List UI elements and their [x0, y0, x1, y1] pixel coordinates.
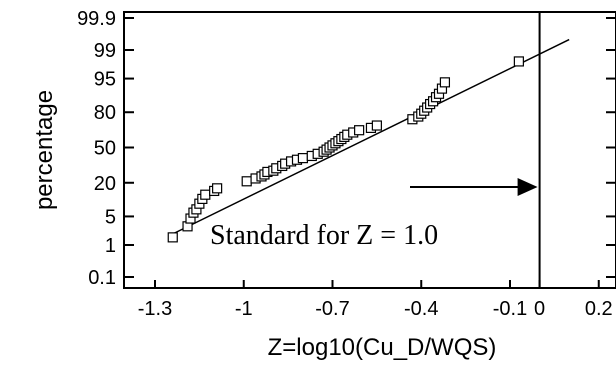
- y-axis: 0.1 1 5 20 50 80 95 99 99.9: [77, 8, 134, 289]
- annotation-arrow-head: [517, 178, 538, 196]
- y-axis-title: percentage: [31, 90, 58, 210]
- fit-line: [169, 38, 570, 237]
- y-tick-label: 0.1: [88, 267, 116, 289]
- x-tick-label: 0.2: [585, 298, 613, 320]
- x-axis-title: Z=log10(Cu_D/WQS): [268, 334, 497, 361]
- data-point: [241, 176, 252, 187]
- annotation-text: Standard for Z = 1.0: [210, 220, 438, 251]
- y-tick-label: 80: [94, 102, 116, 124]
- data-point: [167, 232, 178, 243]
- points-layer: [167, 56, 524, 243]
- data-point: [439, 77, 451, 88]
- x-tick-label: -1.3: [138, 298, 172, 320]
- data-point: [354, 125, 365, 136]
- y-tick-label: 95: [94, 69, 116, 91]
- x-tick-label: -0.7: [315, 298, 349, 320]
- x-tick-label: 0: [534, 298, 545, 320]
- y-tick-label: 50: [94, 138, 116, 160]
- x-tick-label: -1: [235, 298, 253, 320]
- data-point: [297, 153, 309, 164]
- y-tick-label: 1: [105, 235, 116, 257]
- y-tick-label: 99.9: [77, 8, 116, 30]
- y-tick-label: 20: [94, 173, 116, 195]
- y-axis-right: [606, 17, 616, 278]
- data-point: [513, 56, 524, 67]
- x-axis: -1.3 -1 -0.7 -0.4 -0.1 0 0.2: [138, 280, 613, 320]
- data-point: [371, 120, 382, 131]
- annotation-layer: Standard for Z = 1.0: [210, 178, 538, 251]
- x-tick-label: -0.1: [493, 298, 527, 320]
- data-point: [212, 183, 223, 194]
- plot-frame: [123, 11, 616, 289]
- x-tick-label: -0.4: [404, 298, 438, 320]
- y-tick-label: 99: [94, 40, 116, 62]
- lines-layer: [169, 12, 570, 288]
- data-point: [200, 189, 211, 200]
- y-tick-label: 5: [105, 206, 116, 228]
